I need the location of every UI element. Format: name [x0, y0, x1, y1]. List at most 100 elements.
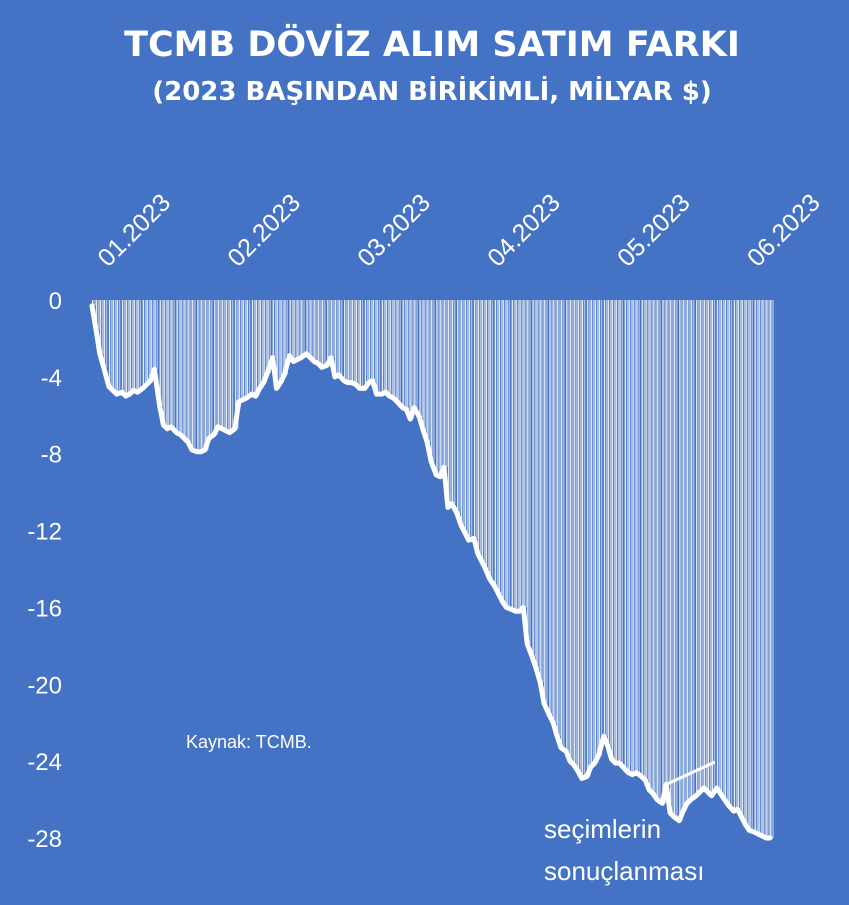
daily-bar	[190, 300, 192, 443]
daily-bar	[606, 300, 608, 737]
daily-bar	[351, 300, 354, 383]
daily-bar	[289, 300, 291, 356]
daily-bar	[668, 300, 670, 785]
daily-bar	[735, 300, 738, 812]
daily-bar	[649, 300, 651, 790]
daily-bar	[685, 300, 687, 812]
daily-bar	[163, 300, 165, 425]
daily-bar	[295, 300, 297, 362]
y-tick-label: -12	[27, 519, 62, 546]
daily-bar	[617, 300, 620, 764]
daily-bar	[124, 300, 126, 393]
daily-bar	[467, 300, 469, 533]
daily-bar	[450, 300, 452, 508]
daily-bar	[553, 300, 555, 723]
daily-bar	[651, 300, 653, 790]
daily-bar	[716, 300, 719, 789]
daily-bar	[99, 300, 102, 354]
daily-bar	[112, 300, 115, 391]
daily-bar	[205, 300, 207, 450]
daily-bar	[513, 300, 516, 610]
daily-bar	[367, 300, 369, 389]
daily-bar	[496, 300, 499, 587]
daily-bar	[538, 300, 540, 669]
daily-bar	[383, 300, 386, 395]
daily-bar	[284, 300, 286, 375]
y-tick-label: -4	[41, 365, 62, 392]
daily-bar	[316, 300, 318, 362]
daily-bar	[477, 300, 480, 554]
daily-bar	[572, 300, 574, 762]
daily-bar	[98, 300, 100, 329]
daily-bar	[703, 300, 706, 789]
daily-bar	[203, 300, 205, 452]
daily-bar	[657, 300, 659, 800]
daily-bar	[621, 300, 624, 764]
source-note: Kaynak: TCMB.	[186, 732, 312, 752]
daily-bar	[772, 300, 774, 838]
y-tick-label: -20	[27, 672, 62, 699]
daily-bar	[498, 300, 501, 594]
daily-bar	[334, 300, 337, 377]
daily-bar	[576, 300, 578, 765]
daily-bar	[114, 300, 117, 391]
daily-bar	[176, 300, 178, 433]
daily-bar	[220, 300, 222, 427]
daily-bar	[544, 300, 546, 704]
daily-bar	[542, 300, 544, 683]
daily-bar	[402, 300, 404, 408]
daily-bar	[355, 300, 358, 385]
daily-bar	[713, 300, 716, 796]
daily-bar	[129, 300, 132, 395]
daily-bar	[459, 300, 461, 514]
daily-bar	[593, 300, 595, 767]
daily-bar	[468, 300, 471, 541]
daily-bar	[689, 300, 691, 804]
daily-bar	[730, 300, 733, 806]
daily-bar	[251, 300, 254, 395]
daily-bar	[630, 300, 633, 773]
daily-bar	[214, 300, 216, 435]
daily-bar	[756, 300, 759, 833]
daily-bar	[253, 300, 256, 395]
daily-bar	[406, 300, 408, 410]
daily-bar	[378, 300, 381, 395]
daily-bar	[280, 300, 282, 383]
daily-bar	[460, 300, 463, 525]
daily-bar	[440, 300, 442, 477]
daily-bar	[228, 300, 230, 431]
daily-bar	[645, 300, 647, 781]
daily-bar	[346, 300, 348, 381]
daily-bar	[261, 300, 264, 389]
daily-bar	[131, 300, 134, 395]
daily-bar	[527, 300, 529, 644]
daily-bar	[711, 300, 714, 796]
daily-bar	[240, 300, 243, 402]
daily-bar	[303, 300, 305, 358]
daily-bar	[540, 300, 542, 683]
daily-bar	[706, 300, 708, 789]
daily-bar	[286, 300, 288, 375]
daily-bar	[397, 300, 399, 402]
daily-bar	[412, 300, 414, 420]
daily-bar	[589, 300, 591, 777]
daily-bar	[504, 300, 507, 602]
daily-bar	[485, 300, 488, 569]
daily-bar	[523, 300, 525, 608]
daily-bar	[551, 300, 553, 716]
daily-bar	[508, 300, 510, 608]
daily-bar	[690, 300, 693, 800]
daily-bar	[237, 300, 239, 429]
daily-bar	[707, 300, 710, 792]
daily-bar	[327, 300, 329, 366]
daily-bar	[391, 300, 394, 397]
daily-bar	[609, 300, 612, 746]
daily-bar	[483, 300, 486, 562]
daily-bar	[156, 300, 158, 370]
daily-bar	[101, 300, 104, 354]
daily-bar	[144, 300, 147, 389]
daily-bar	[446, 300, 448, 468]
daily-bar	[764, 300, 766, 837]
daily-bar	[586, 300, 589, 777]
daily-bar	[361, 300, 364, 389]
